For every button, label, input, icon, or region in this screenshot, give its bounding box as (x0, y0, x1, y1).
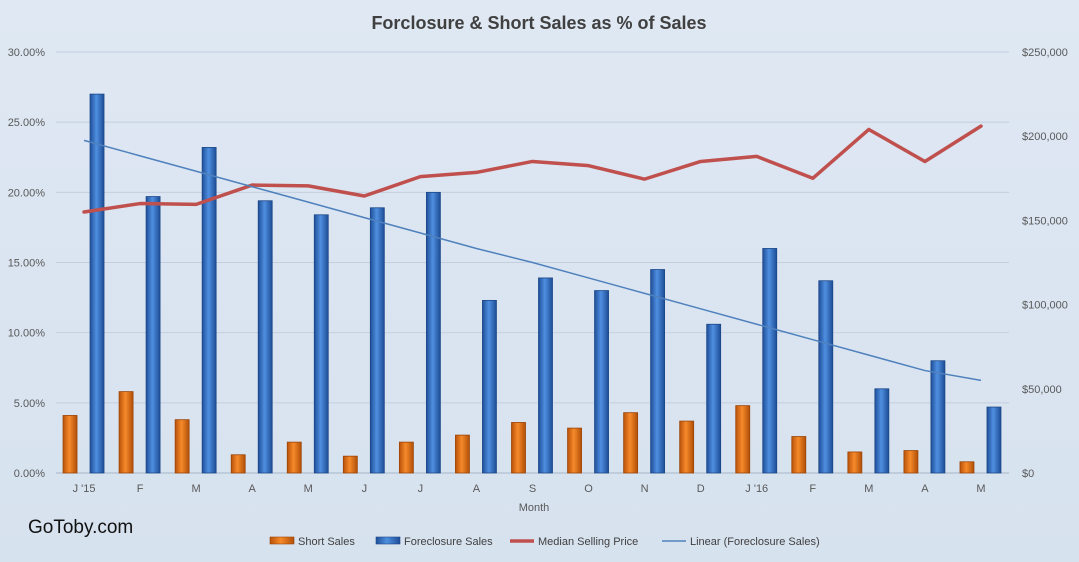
legend-short-sales-label: Short Sales (298, 536, 355, 548)
y2-tick-label: $100,000 (1022, 300, 1068, 312)
short-sales-bar (511, 422, 526, 474)
foreclosure-sales-bar (986, 406, 1002, 474)
y-tick-label: 5.00% (14, 398, 45, 410)
x-tick-label: J '16 (745, 483, 768, 495)
short-sales-bar (567, 427, 582, 474)
short-sales-bar (342, 455, 358, 474)
y-tick-label: 20.00% (8, 187, 46, 199)
foreclosure-sales-bar (425, 191, 441, 474)
foreclosure-sales-bar (594, 290, 609, 474)
chart-title: Forclosure & Short Sales as % of Sales (371, 13, 706, 33)
x-tick-label: A (473, 483, 481, 495)
y-tick-label: 25.00% (8, 117, 46, 129)
x-tick-label: J (418, 483, 424, 495)
x-tick-label: N (641, 483, 649, 495)
tick-labels: 0.00% 5.00% 10.00% 15.00% 20.00% 25.00% 30.00%… (8, 47, 1068, 495)
foreclosure-sales-bar (930, 360, 946, 474)
y2-tick-label: $150,000 (1022, 215, 1068, 227)
foreclosure-sales-bar (650, 269, 666, 474)
x-tick-label: O (584, 483, 593, 495)
short-sales-bar (903, 450, 919, 474)
x-tick-label: M (976, 483, 985, 495)
foreclosure-sales-bar (201, 147, 217, 474)
short-sales-bar (847, 451, 863, 474)
y2-tick-label: $200,000 (1022, 131, 1068, 143)
short-sales-bar (959, 461, 975, 474)
y-tick-label: 15.00% (8, 258, 46, 270)
x-tick-label: F (137, 483, 144, 495)
foreclosure-sales-bar (818, 280, 834, 474)
lines (82, 124, 983, 382)
foreclosure-sales-bar (313, 214, 329, 474)
x-tick-label: J '15 (73, 483, 96, 495)
foreclosure-sales-bar (874, 388, 890, 474)
foreclosure-sales-bar (145, 196, 161, 474)
legend-median-price-label: Median Selling Price (538, 536, 638, 548)
median-price-line (82, 124, 983, 214)
x-tick-label: F (809, 483, 816, 495)
short-sales-bar (398, 441, 414, 474)
foreclosure-sales-bar (762, 248, 778, 474)
short-sales-bar (679, 420, 695, 474)
short-sales-bar (735, 405, 751, 474)
foreclosure-sales-bar (89, 93, 105, 474)
foreclosure-sales-bar (369, 207, 385, 474)
foreclosure-sales-bar (538, 277, 553, 474)
y2-tick-label: $250,000 (1022, 47, 1068, 59)
foreclosure-sales-bar (257, 200, 273, 474)
y-tick-label: 30.00% (8, 47, 46, 59)
foreclosure-sales-bar (482, 299, 497, 474)
legend-trendline-label: Linear (Foreclosure Sales) (690, 536, 820, 548)
x-tick-label: M (864, 483, 873, 495)
x-tick-label: A (249, 483, 257, 495)
short-sales-bar (791, 436, 807, 474)
x-tick-label: S (529, 483, 536, 495)
legend-foreclosure-sales-label: Foreclosure Sales (404, 536, 493, 548)
trendline (83, 139, 982, 382)
x-axis-label: Month (519, 502, 550, 514)
watermark: GoToby.com (28, 517, 133, 538)
y2-tick-label: $0 (1022, 468, 1034, 480)
x-tick-label: M (304, 483, 313, 495)
legend-foreclosure-sales-swatch (375, 536, 401, 545)
foreclosure-sales-bar (706, 323, 722, 474)
x-tick-label: M (192, 483, 201, 495)
x-tick-label: D (697, 483, 705, 495)
short-sales-bar (174, 419, 190, 474)
short-sales-bar (118, 391, 134, 474)
short-sales-bar (623, 412, 639, 474)
short-sales-bar (230, 454, 246, 474)
legend: Short Sales Foreclosure Sales Median Selli… (269, 536, 820, 548)
bars (62, 93, 1002, 474)
x-tick-label: A (921, 483, 929, 495)
y-tick-label: 10.00% (8, 328, 46, 340)
x-tick-label: J (362, 483, 368, 495)
y2-tick-label: $50,000 (1022, 384, 1062, 396)
legend-short-sales-swatch (269, 536, 295, 545)
short-sales-bar (62, 415, 78, 474)
short-sales-bar (286, 441, 302, 474)
short-sales-bar (455, 434, 470, 474)
y-tick-label: 0.00% (14, 468, 45, 480)
